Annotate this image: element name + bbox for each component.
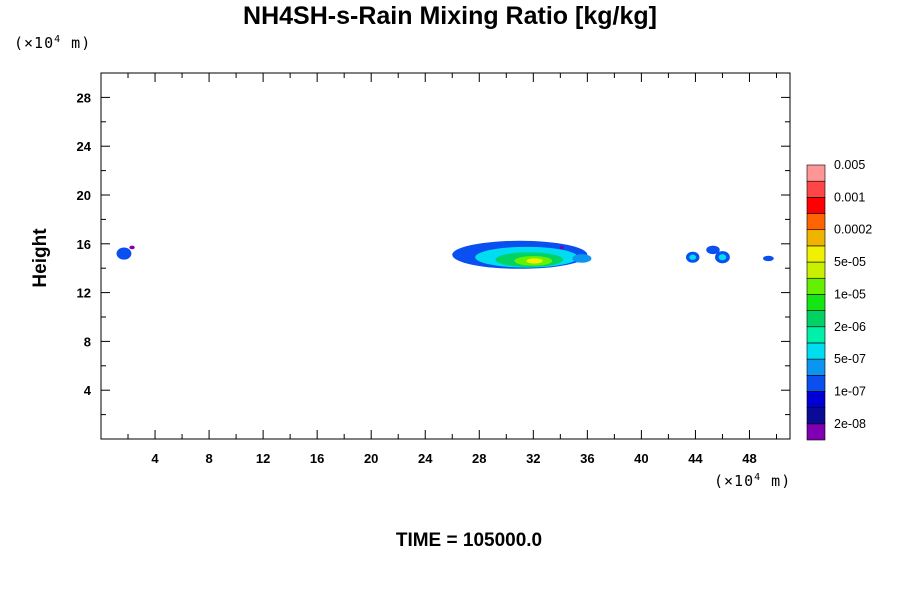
y-tick-label: 4	[84, 383, 92, 398]
colorbar-label: 5e-05	[834, 255, 866, 269]
colorbar-label: 0.005	[834, 158, 865, 172]
data-blob-0	[116, 247, 132, 260]
x-tick-label: 20	[364, 451, 378, 466]
data-blob-6	[526, 258, 543, 264]
colorbar-label: 1e-05	[834, 287, 866, 301]
data-blob-7	[572, 254, 592, 263]
colorbar-swatch	[806, 374, 826, 392]
colorbar-swatch	[806, 245, 826, 263]
time-label: TIME = 105000.0	[395, 530, 543, 551]
colorbar-swatch	[806, 180, 826, 198]
x-axis-unit: (×104 m)	[714, 472, 792, 490]
colorbar-label: 0.001	[834, 190, 865, 204]
x-tick-label: 36	[580, 451, 594, 466]
y-tick-label: 20	[77, 188, 91, 203]
colorbar-swatch	[806, 294, 826, 311]
y-axis-unit: (×104 m)	[14, 34, 92, 52]
data-blob-10	[706, 245, 720, 255]
colorbar-swatch	[806, 229, 826, 247]
x-tick-label: 24	[418, 451, 433, 466]
colorbar-label: 5e-07	[834, 352, 866, 366]
plot-frame	[100, 72, 791, 440]
y-tick-label: 16	[77, 237, 91, 252]
colorbar-swatch	[806, 342, 826, 360]
colorbar-swatch	[806, 261, 826, 279]
x-tick-label: 8	[205, 451, 212, 466]
colorbar-label: 2e-08	[834, 417, 866, 431]
x-tick-label: 12	[256, 451, 270, 466]
y-tick-label: 8	[84, 334, 91, 349]
chart-title: NH4SH-s-Rain Mixing Ratio [kg/kg]	[243, 2, 657, 30]
y-tick-label: 28	[77, 90, 91, 105]
x-tick-label: 32	[526, 451, 540, 466]
colorbar-swatch	[806, 391, 826, 408]
data-blob-14	[559, 245, 564, 250]
colorbar-swatch	[806, 197, 826, 214]
colorbar-swatch	[806, 310, 826, 328]
colorbar-swatch	[806, 213, 826, 231]
x-tick-label: 16	[310, 451, 324, 466]
x-tick-label: 44	[688, 451, 703, 466]
colorbar-label: 0.0002	[834, 223, 872, 237]
x-tick-label: 4	[151, 451, 159, 466]
colorbar-swatch	[806, 326, 826, 344]
data-blob-12	[718, 254, 727, 261]
colorbar-swatch	[806, 358, 826, 376]
colorbar-label: 1e-07	[834, 384, 866, 398]
colorbar-swatch	[806, 407, 826, 425]
x-tick-label: 40	[634, 451, 648, 466]
colorbar-label: 2e-06	[834, 320, 866, 334]
colorbar-swatch	[806, 164, 826, 182]
colorbar-swatch	[806, 423, 826, 441]
data-blob-1	[129, 245, 135, 250]
data-field	[116, 240, 774, 269]
colorbar: 2e-08 1e-07 5e-07 2e-06 1e-05 5e-05 0.0002 0.00…	[806, 158, 872, 441]
x-tick-label: 48	[742, 451, 756, 466]
y-tick-label: 12	[77, 286, 91, 301]
data-blob-9	[689, 254, 697, 260]
data-blob-13	[762, 255, 774, 262]
x-tick-label: 28	[472, 451, 486, 466]
y-tick-label: 24	[77, 139, 92, 154]
colorbar-swatch	[806, 277, 826, 295]
